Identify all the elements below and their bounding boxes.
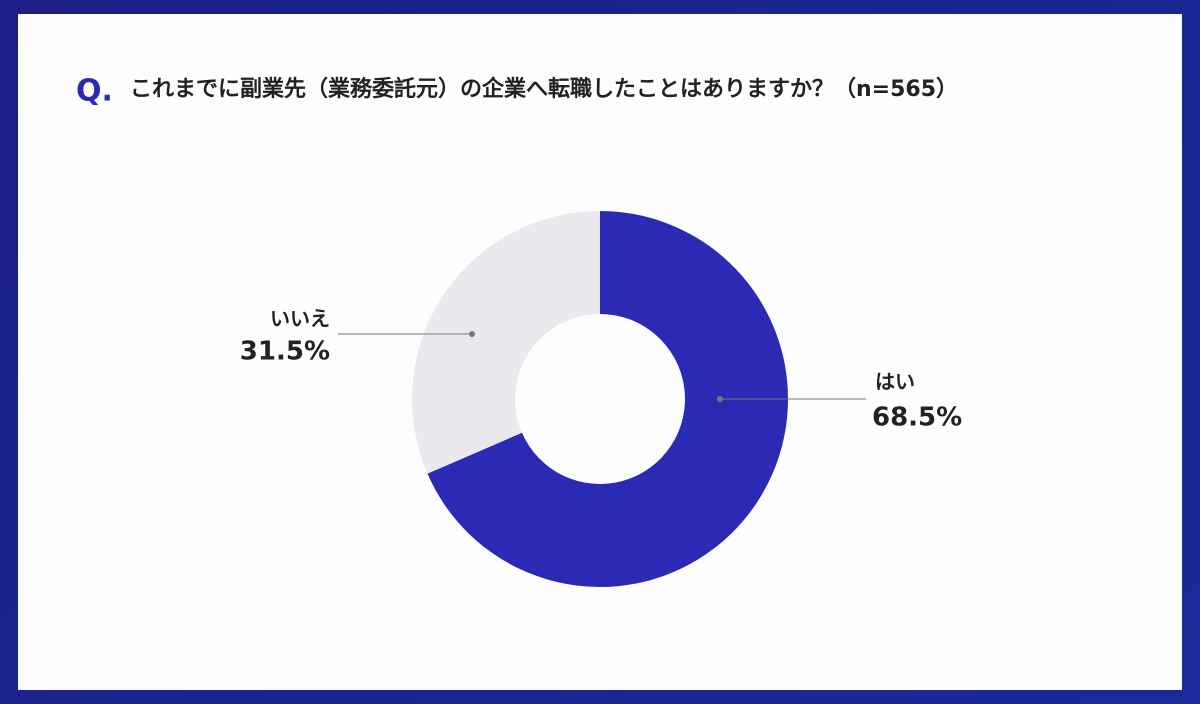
donut-slice (411, 211, 600, 474)
slice-label: はい (875, 370, 915, 394)
chart-title: これまでに副業先（業務委託元）の企業へ転職したことはありますか？（n=565） (130, 76, 958, 102)
slice-value: 31.5% (240, 337, 330, 367)
question-marker: Q. (76, 74, 113, 109)
leader-dot (717, 396, 723, 402)
slice-label: いいえ (270, 307, 330, 331)
donut-slice (427, 211, 788, 587)
slice-value: 68.5% (872, 403, 962, 433)
leader-dot (469, 331, 475, 337)
panel (18, 14, 1182, 690)
